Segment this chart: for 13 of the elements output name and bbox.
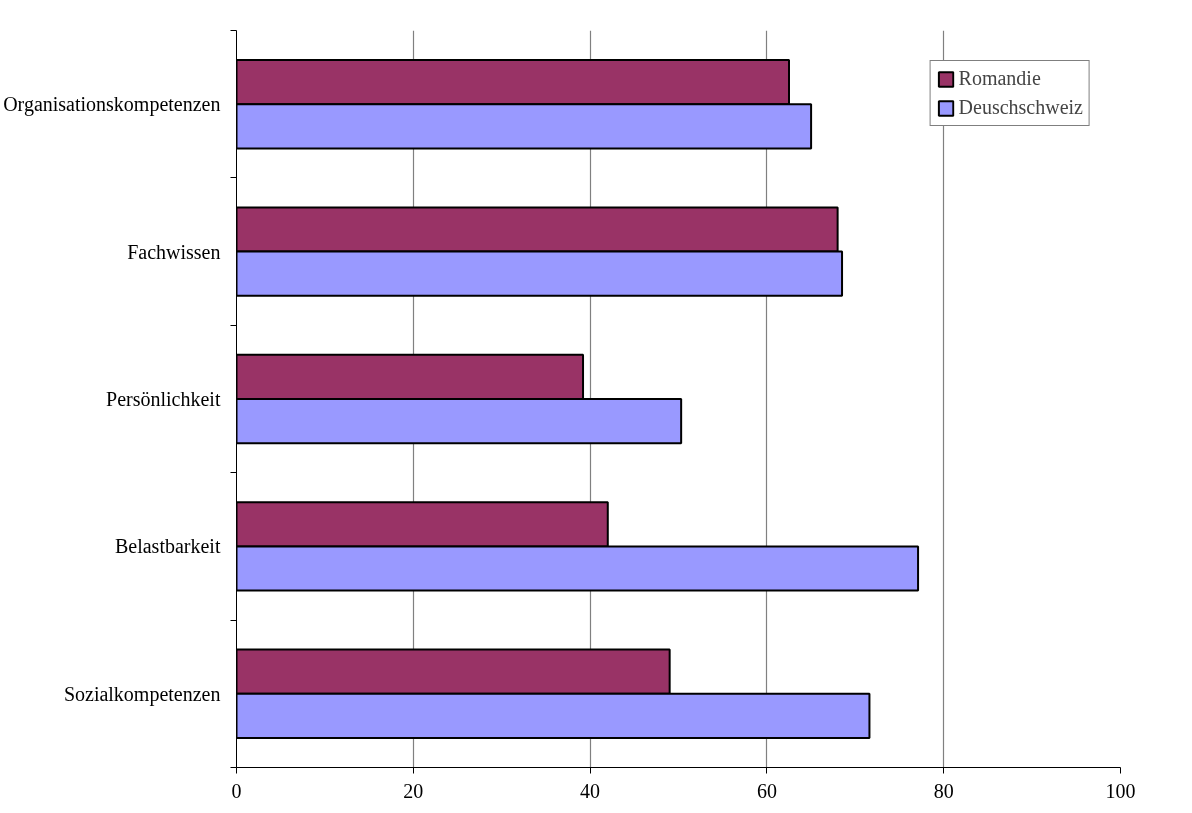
x-tick-label: 0 — [231, 779, 242, 802]
y-tick-label: Organisationskompetenzen — [3, 93, 221, 117]
legend-label: Deuschschweiz — [958, 96, 1083, 119]
y-tick-label: Sozialkompetenzen — [63, 682, 221, 706]
x-tick-label: 40 — [580, 779, 601, 802]
x-tick-label: 80 — [933, 779, 954, 802]
y-tick-label: Fachwissen — [127, 240, 221, 263]
x-tick-label: 60 — [756, 779, 777, 802]
y-tick-label: Belastbarkeit — [114, 535, 221, 558]
y-tick-label: Persönlichkeit — [106, 388, 221, 410]
x-tick-label: 100 — [1105, 779, 1136, 802]
x-tick-label: 20 — [403, 779, 424, 802]
legend-label: Romandie — [958, 67, 1041, 90]
